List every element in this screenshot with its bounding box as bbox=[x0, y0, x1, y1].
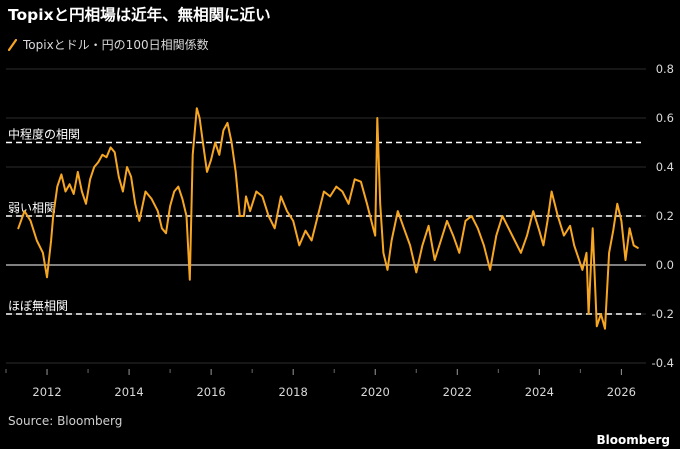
x-tick-label: 2026 bbox=[607, 385, 636, 399]
y-tick-label: 0.4 bbox=[656, 160, 674, 174]
x-tick-label: 2022 bbox=[443, 385, 472, 399]
y-tick-label: 0.6 bbox=[656, 111, 674, 125]
y-tick-label: -0.2 bbox=[652, 307, 674, 321]
chart-title: Topixと円相場は近年、無相関に近い bbox=[8, 6, 271, 24]
x-tick-label: 2020 bbox=[361, 385, 390, 399]
x-tick-label: 2016 bbox=[196, 385, 225, 399]
x-tick-label: 2024 bbox=[525, 385, 554, 399]
x-tick-label: 2014 bbox=[114, 385, 143, 399]
x-tick-label: 2018 bbox=[279, 385, 308, 399]
legend-label: Topixとドル・円の100日相関係数 bbox=[23, 38, 209, 52]
reference-label: ほぼ無相関 bbox=[8, 298, 68, 313]
y-tick-label: 0.8 bbox=[656, 62, 674, 76]
y-tick-label: 0.0 bbox=[656, 258, 674, 272]
y-tick-label: 0.2 bbox=[656, 209, 674, 223]
reference-label: 弱い相関 bbox=[8, 201, 56, 215]
reference-label: 中程度の相関 bbox=[8, 127, 80, 142]
series-line-0 bbox=[17, 107, 639, 330]
source-note: Source: Bloomberg bbox=[8, 414, 123, 428]
x-tick-label: 2012 bbox=[32, 385, 61, 399]
y-tick-label: -0.4 bbox=[652, 356, 674, 370]
legend: Topixとドル・円の100日相関係数 bbox=[7, 36, 209, 53]
brand-logo: Bloomberg bbox=[596, 433, 671, 447]
legend-line-icon bbox=[7, 38, 18, 51]
